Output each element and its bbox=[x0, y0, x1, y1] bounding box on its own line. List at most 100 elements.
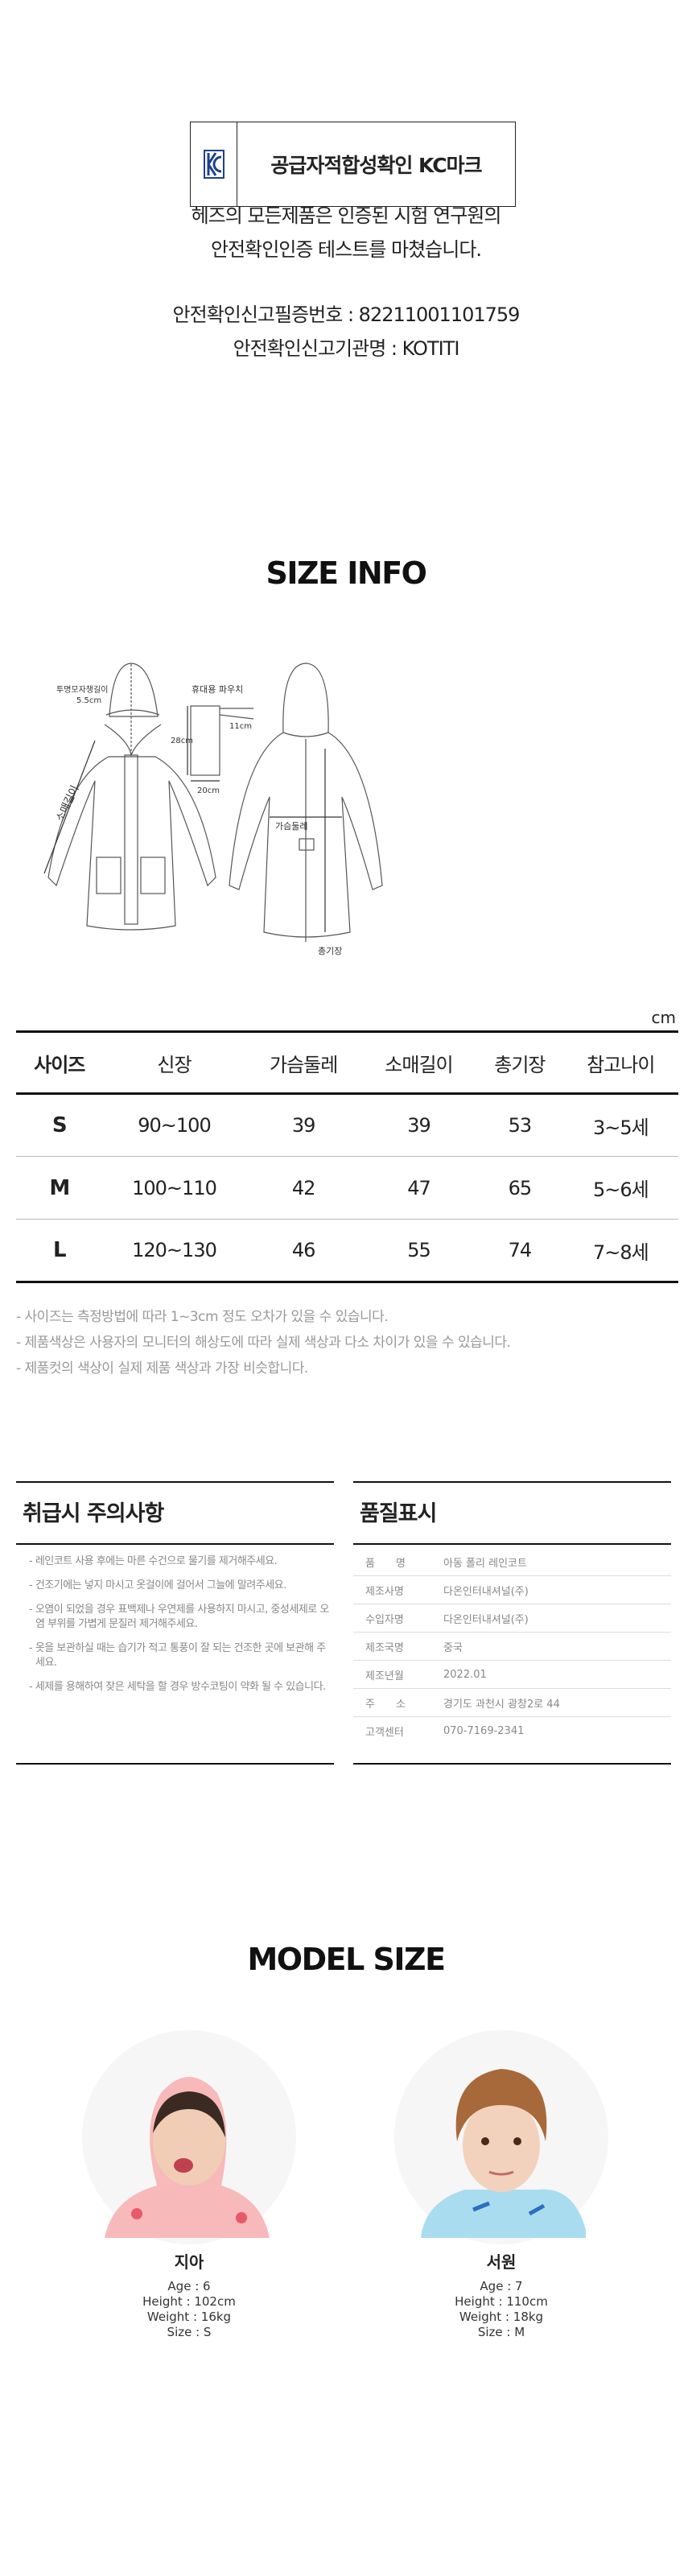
front-coat-drawing bbox=[43, 663, 216, 931]
care-item: - 세제를 용해하여 잦은 세탁을 할 경우 방수코팅이 약화 될 수 있습니다… bbox=[29, 1681, 326, 1693]
model-size: Size : S bbox=[167, 2325, 212, 2339]
table-row: L 120~130 46 55 74 7~8세 bbox=[16, 1219, 678, 1283]
table-cell: 5~6세 bbox=[562, 1156, 678, 1220]
quality-key: 제조사명 bbox=[365, 1585, 404, 1598]
quality-panel: 품질표시 품 명 아동 폴리 레인코트 제조사명 다온인터내셔널(주) 수입자명 다온인터… bbox=[353, 1481, 671, 1765]
quality-key: 제조년월 bbox=[365, 1670, 404, 1682]
model-name: 서원 bbox=[486, 2252, 517, 2272]
model-name: 지아 bbox=[174, 2252, 204, 2272]
quality-key: 수입자명 bbox=[365, 1613, 404, 1626]
care-item: - 오염이 되었을 경우 표백제나 우연제를 사용하지 마시고, 중성세제로 오… bbox=[29, 1604, 329, 1630]
header-cell: 가슴둘레 bbox=[245, 1030, 361, 1095]
quality-row: 제조사명 다온인터내셔널(주) bbox=[353, 1576, 671, 1604]
header-cell: 신장 bbox=[102, 1030, 246, 1095]
table-cell: 120~130 bbox=[102, 1219, 246, 1283]
model-age: Age : 7 bbox=[480, 2279, 523, 2293]
chest-label: 가슴둘레 bbox=[275, 821, 307, 832]
model-size: Size : M bbox=[477, 2325, 525, 2339]
table-cell: 55 bbox=[360, 1219, 477, 1283]
intro-line: 헤즈의 모든제품은 인증된 시험 연구원의 bbox=[191, 204, 502, 227]
back-coat-drawing bbox=[229, 663, 383, 942]
raincoat-diagram: 투명모자챙길이 5.5cm 소매길이 휴대용 파우치 28cm 20cm 11c… bbox=[43, 663, 383, 956]
pouch-height: 28cm bbox=[171, 737, 193, 745]
quality-row: 고객센터 070-7169-2341 bbox=[353, 1717, 671, 1745]
quality-value: 다온인터내셔널(주) bbox=[443, 1585, 529, 1598]
care-panel: 취급시 주의사항 - 레인코트 사용 후에는 마른 수건으로 물기를 제거해주세… bbox=[16, 1481, 334, 1765]
quality-key: 주 소 bbox=[365, 1698, 406, 1711]
model-age: Age : 6 bbox=[167, 2279, 211, 2293]
quality-value: 2022.01 bbox=[443, 1668, 487, 1681]
quality-value: 070-7169-2341 bbox=[443, 1725, 525, 1737]
quality-value: 다온인터내셔널(주) bbox=[443, 1613, 529, 1626]
quality-value: 경기도 과천시 광창2로 44 bbox=[443, 1698, 560, 1711]
model-weight: Weight : 18kg bbox=[459, 2310, 544, 2324]
care-item: - 옷을 보관하실 때는 습기가 적고 통풍이 잘 되는 건조한 곳에 보관해 … bbox=[29, 1642, 326, 1669]
model-height: Height : 110cm bbox=[455, 2294, 548, 2309]
table-cell: 7~8세 bbox=[562, 1219, 678, 1283]
pouch-label: 휴대용 파우치 bbox=[192, 684, 243, 695]
quality-key: 고객센터 bbox=[365, 1727, 404, 1739]
kc-logo-icon bbox=[191, 122, 237, 206]
table-cell: 53 bbox=[476, 1093, 563, 1157]
table-row: S 90~100 39 39 53 3~5세 bbox=[16, 1093, 678, 1157]
quality-value: 아동 폴리 레인코트 bbox=[443, 1557, 527, 1570]
unit-label: cm bbox=[651, 1008, 676, 1027]
table-cell: 100~110 bbox=[102, 1156, 246, 1220]
quality-row: 제조년월 2022.01 bbox=[353, 1661, 671, 1689]
quality-row: 품 명 아동 폴리 레인코트 bbox=[353, 1548, 671, 1576]
model-photo-girl bbox=[82, 2030, 296, 2244]
intro-text: 헤즈의 모든제품은 인증된 시험 연구원의 안전확인인증 테스트를 마쳤습니다. bbox=[0, 199, 692, 266]
note: - 제품컷의 색상이 실제 제품 색상과 가장 비슷합니다. bbox=[16, 1360, 308, 1377]
header-cell: 소매길이 bbox=[360, 1030, 477, 1095]
quality-key: 품 명 bbox=[365, 1557, 406, 1570]
table-cell: 90~100 bbox=[102, 1093, 246, 1157]
sleeve-label: 소매길이 bbox=[54, 784, 81, 824]
table-cell: 3~5세 bbox=[562, 1093, 678, 1157]
care-item: - 레인코트 사용 후에는 마른 수건으로 물기를 제거해주세요. bbox=[29, 1555, 278, 1567]
size-table: 사이즈 신장 가슴둘레 소매길이 총기장 참고나이 S 90~100 39 39 53 3… bbox=[16, 1030, 678, 1283]
length-label: 총기장 bbox=[318, 946, 342, 956]
table-cell: 42 bbox=[245, 1156, 361, 1220]
pouch-drawing bbox=[187, 705, 254, 782]
table-cell: 46 bbox=[245, 1219, 361, 1283]
model-weight: Weight : 16kg bbox=[146, 2310, 232, 2324]
header-cell: 총기장 bbox=[476, 1030, 563, 1095]
model-height: Height : 102cm bbox=[142, 2294, 236, 2309]
quality-value: 중국 bbox=[443, 1641, 463, 1654]
table-cell: 74 bbox=[476, 1219, 563, 1283]
model-photo-boy bbox=[394, 2030, 608, 2244]
pouch-strap: 11cm bbox=[229, 722, 252, 731]
intro-line: 안전확인인증 테스트를 마쳤습니다. bbox=[210, 238, 482, 261]
table-cell: L bbox=[16, 1219, 103, 1283]
pouch-width: 20cm bbox=[197, 786, 220, 795]
note: - 제품색상은 사용자의 모니터의 해상도에 따라 실제 색상과 다소 차이가 … bbox=[16, 1335, 511, 1351]
care-title: 취급시 주의사항 bbox=[16, 1483, 334, 1545]
table-cell: 39 bbox=[245, 1093, 361, 1157]
model-size-title: MODEL SIZE bbox=[247, 1942, 446, 1977]
kc-title: 공급자적합성확인 KC마크 bbox=[270, 154, 482, 177]
table-cell: 39 bbox=[360, 1093, 477, 1157]
hood-value: 5.5cm bbox=[76, 696, 101, 705]
quality-title: 품질표시 bbox=[353, 1483, 671, 1545]
table-cell: S bbox=[16, 1093, 103, 1157]
model-card-seowon: 서원 Age : 7 Height : 110cm Weight : 18kg … bbox=[393, 2029, 610, 2340]
cert-org: 안전확인신고기관명 : KOTITI bbox=[233, 337, 460, 360]
cert-number: 안전확인신고필증번호 : 82211001101759 bbox=[172, 303, 521, 326]
header-cell: 사이즈 bbox=[16, 1030, 103, 1095]
hood-label: 투명모자챙길이 bbox=[56, 684, 108, 695]
table-cell: 65 bbox=[476, 1156, 563, 1220]
cert-info: 안전확인신고필증번호 : 82211001101759 안전확인신고기관명 : … bbox=[0, 298, 692, 365]
size-notes: - 사이즈는 측정방법에 따라 1~3cm 정도 오차가 있을 수 있습니다. … bbox=[16, 1304, 511, 1381]
table-row: M 100~110 42 47 65 5~6세 bbox=[16, 1156, 678, 1220]
quality-row: 수입자명 다온인터내셔널(주) bbox=[353, 1604, 671, 1633]
kc-mark-box: 공급자적합성확인 KC마크 bbox=[190, 122, 516, 207]
note: - 사이즈는 측정방법에 따라 1~3cm 정도 오차가 있을 수 있습니다. bbox=[16, 1309, 389, 1325]
care-item: - 건조기에는 넣지 마시고 옷걸이에 걸어서 그늘에 말려주세요. bbox=[29, 1579, 286, 1591]
quality-key: 제조국명 bbox=[365, 1641, 404, 1654]
header-cell: 참고나이 bbox=[562, 1030, 678, 1095]
size-info-title: SIZE INFO bbox=[266, 555, 427, 591]
model-card-jia: 지아 Age : 6 Height : 102cm Weight : 16kg … bbox=[80, 2029, 298, 2340]
quality-row: 제조국명 중국 bbox=[353, 1633, 671, 1661]
quality-row: 주 소 경기도 과천시 광창2로 44 bbox=[353, 1689, 671, 1717]
table-cell: 47 bbox=[360, 1156, 477, 1220]
